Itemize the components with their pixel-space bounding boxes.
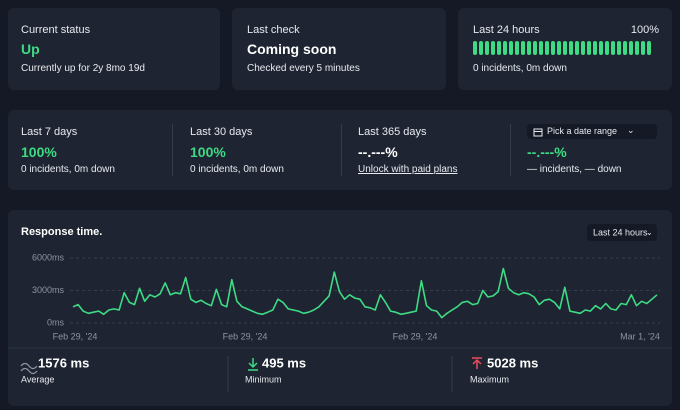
label: Current status [21,24,91,36]
chevron: ⌄ [646,228,653,237]
button-label: Pick a date range [547,126,618,136]
stat-label: Minimum [245,374,282,384]
date-range-button[interactable]: Pick a date range ⌄ [527,124,657,139]
uptime-pill [617,41,621,55]
upgrade-link[interactable]: Unlock with paid plans [358,164,458,175]
uptime-pill [623,41,627,55]
detail: 0 incidents, 0m down [190,164,284,175]
uptime-pill [593,41,597,55]
uptime-pill [527,41,531,55]
uptime-bar [473,41,651,55]
status-card: Last 24 hours 100% 0 incidents, 0m down [458,8,672,90]
x-tick-label: Mar 1, '24 [620,331,660,341]
detail: Currently up for 2y 8mo 19d [21,63,145,74]
value: Coming soon [247,41,337,57]
uptime-pill [581,41,585,55]
value: 100% [21,144,57,160]
calendar-icon [533,128,543,137]
average-icon [20,362,38,375]
chart-title: Response time. [21,226,102,238]
label: Last 7 days [21,126,78,138]
x-tick-label: Feb 29, '24 [223,331,268,341]
uptime-pill [587,41,591,55]
detail: — incidents, — down [527,164,622,175]
stat-label: Average [21,374,54,384]
value: 100% [190,144,226,160]
uptime-pill [599,41,603,55]
x-tick-label: Feb 29, '24 [53,331,98,341]
stat-value: 1576 ms [38,355,89,370]
detail: 0 incidents, 0m down [21,164,115,175]
uptime-pill [497,41,501,55]
divider [510,124,511,176]
y-tick-label: 0ms [47,317,65,327]
uptime-pill [557,41,561,55]
uptime-pill [551,41,555,55]
uptime-pill [635,41,639,55]
uptime-pill [533,41,537,55]
uptime-pill [569,41,573,55]
minimum-icon [248,358,258,371]
uptime-pill [605,41,609,55]
range-dropdown[interactable] [587,224,657,241]
label: Last 30 days [190,126,253,138]
uptime-pill [545,41,549,55]
stat-value: 495 ms [262,355,306,370]
uptime-pill [563,41,567,55]
range-label: Last 24 hours [593,227,648,237]
y-tick-label: 6000ms [32,252,65,262]
label: Last check [247,24,300,36]
uptime-pill [473,41,477,55]
response-card [8,210,672,406]
status-card: Current status Up Currently up for 2y 8m… [8,8,220,90]
divider [341,124,342,176]
uptime-pill [539,41,543,55]
uptime-pill [485,41,489,55]
y-tick-label: 3000ms [32,285,65,295]
uptime-pill [629,41,633,55]
chevron: ⌄ [627,125,635,135]
uptime-pill [521,41,525,55]
maximum-icon [472,357,482,369]
label: Last 365 days [358,126,427,138]
value: Up [21,41,40,57]
stat-label: Maximum [470,374,509,384]
uptime-pill [503,41,507,55]
value: 100% [630,24,659,36]
stat-value: 5028 ms [487,355,538,370]
uptime-pill [515,41,519,55]
label: Last 24 hours [473,24,540,36]
uptime-pill [641,41,645,55]
response-line [72,267,658,319]
uptime-pill [479,41,483,55]
divider [172,124,173,176]
periods-card: Last 7 days 100% 0 incidents, 0m down La… [8,110,672,190]
uptime-pill [509,41,513,55]
detail: Checked every 5 minutes [247,63,360,74]
detail: 0 incidents, 0m down [473,63,567,74]
uptime-pill [575,41,579,55]
uptime-pill [647,41,651,55]
value: --.---% [358,144,398,160]
x-tick-label: Feb 29, '24 [393,331,438,341]
uptime-pill [491,41,495,55]
value: --.---% [527,144,567,160]
status-card: Last check Coming soon Checked every 5 m… [232,8,446,90]
uptime-pill [611,41,615,55]
